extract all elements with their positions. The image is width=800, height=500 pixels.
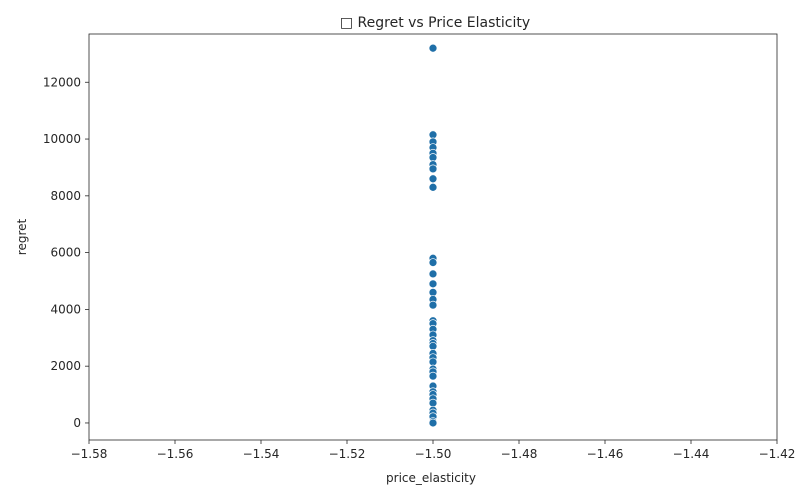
y-tick-label: 8000	[50, 189, 81, 203]
y-tick-label: 0	[73, 416, 81, 430]
scatter-point	[428, 43, 438, 53]
scatter-point	[428, 371, 438, 381]
x-tick-label: −1.54	[243, 447, 280, 461]
x-tick-label: −1.44	[673, 447, 710, 461]
x-tick-label: −1.42	[759, 447, 796, 461]
x-tick-label: −1.52	[329, 447, 366, 461]
chart-title: □ Regret vs Price Elasticity	[340, 15, 530, 31]
x-axis: −1.58 −1.56 −1.54 −1.52 −1.50 −1.48 −1.46 −1.44…	[71, 440, 796, 461]
scatter-point	[428, 418, 438, 428]
scatter-point	[428, 279, 438, 289]
x-axis-label: price_elasticity	[386, 471, 476, 485]
y-tick-label: 2000	[50, 359, 81, 373]
scatter-point	[428, 164, 438, 174]
y-axis-label: regret	[15, 218, 29, 255]
y-tick-label: 12000	[43, 75, 81, 89]
y-tick-label: 10000	[43, 132, 81, 146]
x-tick-label: −1.56	[157, 447, 194, 461]
scatter-point	[428, 269, 438, 279]
y-tick-label: 6000	[50, 246, 81, 260]
scatter-point	[428, 174, 438, 184]
y-axis: 0 2000 4000 6000 8000 10000 12000	[43, 75, 89, 430]
scatter-points	[428, 43, 438, 428]
x-tick-label: −1.50	[415, 447, 452, 461]
scatter-point	[428, 182, 438, 192]
x-tick-label: −1.46	[587, 447, 624, 461]
y-tick-label: 4000	[50, 302, 81, 316]
scatter-point	[428, 258, 438, 267]
x-tick-label: −1.58	[71, 447, 108, 461]
scatter-point	[428, 300, 438, 310]
x-tick-label: −1.48	[501, 447, 538, 461]
